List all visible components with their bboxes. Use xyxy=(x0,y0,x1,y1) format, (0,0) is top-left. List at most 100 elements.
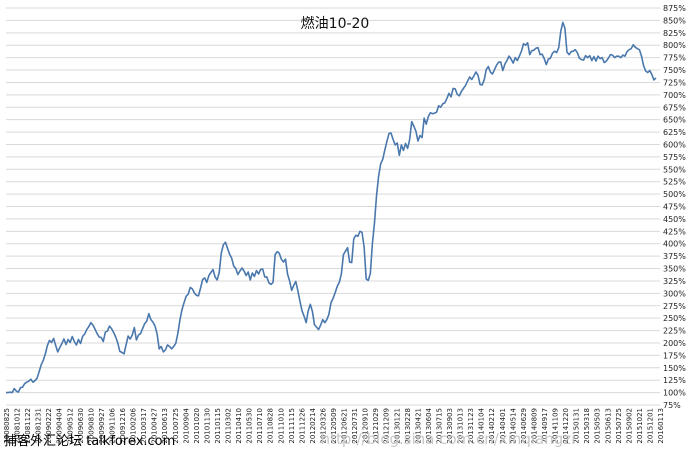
x-tick-label: 20100317 xyxy=(140,408,148,444)
y-tick-label: 350% xyxy=(663,265,686,274)
x-tick-label: 20151201 xyxy=(646,408,654,444)
x-tick-label: 20111115 xyxy=(288,408,296,444)
x-tick-label: 20150613 xyxy=(604,408,612,444)
y-tick-label: 150% xyxy=(663,364,686,373)
y-tick-label: 375% xyxy=(663,252,686,261)
x-tick-label: 20090630 xyxy=(77,408,85,444)
y-tick-label: 850% xyxy=(663,16,686,25)
y-tick-label: 200% xyxy=(663,339,686,348)
x-tick-label: 20150902 xyxy=(625,408,633,444)
x-tick-label: 20140212 xyxy=(488,408,496,444)
y-tick-label: 550% xyxy=(663,165,686,174)
x-tick-label: 20150131 xyxy=(573,408,581,444)
x-tick-label: 20131013 xyxy=(457,408,465,444)
x-tick-label: 20090222 xyxy=(45,408,53,444)
x-tick-label: 20090927 xyxy=(98,408,106,444)
y-tick-label: 475% xyxy=(663,203,686,212)
chart-title: 燃油10-20 xyxy=(301,15,370,32)
x-tick-label: 20140401 xyxy=(499,408,507,444)
x-tick-label: 20120214 xyxy=(309,407,317,443)
x-tick-label: 20150725 xyxy=(615,408,623,444)
x-tick-label: 20130121 xyxy=(393,408,401,444)
y-tick-label: 575% xyxy=(663,153,686,162)
x-tick-label: 20101130 xyxy=(203,408,211,444)
y-tick-label: 625% xyxy=(663,128,686,137)
x-tick-label: 20100904 xyxy=(182,407,190,443)
x-tick-label: 20101020 xyxy=(193,408,201,444)
x-tick-label: 20150318 xyxy=(583,408,591,444)
x-tick-label: 20130903 xyxy=(446,408,454,444)
watermark-right: http://blog.sina.com.cn/xinqiangzi xyxy=(321,430,576,448)
y-tick-label: 400% xyxy=(663,240,686,249)
x-tick-label: 20131123 xyxy=(467,408,475,444)
y-tick-label: 525% xyxy=(663,178,686,187)
y-tick-label: 725% xyxy=(663,78,686,87)
x-tick-label: 20091106 xyxy=(108,407,116,443)
x-tick-label: 20140629 xyxy=(520,408,528,444)
x-tick-label: 20110828 xyxy=(267,408,275,444)
x-tick-label: 20120621 xyxy=(341,408,349,444)
x-axis-ticks: 20080825 20081012 20081122 20081231 20090222… xyxy=(3,407,665,443)
x-tick-label: 20090810 xyxy=(87,408,95,444)
x-tick-label: 20140917 xyxy=(541,408,549,444)
y-tick-label: 275% xyxy=(663,302,686,311)
y-tick-label: 175% xyxy=(663,351,686,360)
x-tick-label: 20090404 xyxy=(56,407,64,443)
x-tick-label: 20091216 xyxy=(119,407,127,443)
x-tick-label: 20140104 xyxy=(478,407,486,443)
x-tick-label: 20160113 xyxy=(657,408,665,444)
series-line-0 xyxy=(6,21,657,394)
x-tick-label: 20100725 xyxy=(172,408,180,444)
x-tick-label: 20081012 xyxy=(14,408,22,444)
y-tick-label: 800% xyxy=(663,41,686,50)
x-tick-label: 20110710 xyxy=(256,408,264,444)
y-tick-label: 650% xyxy=(663,116,686,125)
x-tick-label: 20140809 xyxy=(530,408,538,444)
x-tick-label: 20100206 xyxy=(130,407,138,443)
x-tick-label: 20100613 xyxy=(161,408,169,444)
x-tick-label: 20110530 xyxy=(246,408,254,444)
y-tick-label: 450% xyxy=(663,215,686,224)
y-tick-label: 675% xyxy=(663,103,686,112)
y-tick-label: 700% xyxy=(663,91,686,100)
x-tick-label: 20090512 xyxy=(66,408,74,444)
x-tick-label: 20110302 xyxy=(225,408,233,444)
x-tick-label: 20080825 xyxy=(3,408,11,444)
x-tick-label: 20121029 xyxy=(372,408,380,444)
gridlines xyxy=(6,7,660,406)
x-tick-label: 20110115 xyxy=(214,408,222,444)
y-tick-label: 600% xyxy=(663,140,686,149)
x-tick-label: 20150503 xyxy=(594,408,602,444)
x-tick-label: 20130604 xyxy=(425,407,433,443)
y-tick-label: 250% xyxy=(663,314,686,323)
x-tick-label: 20120731 xyxy=(351,408,359,444)
y-tick-label: 750% xyxy=(663,66,686,75)
y-tick-label: 125% xyxy=(663,376,686,385)
y-tick-label: 325% xyxy=(663,277,686,286)
series-layer xyxy=(6,21,657,394)
x-tick-label: 20100427 xyxy=(151,408,159,444)
y-tick-label: 300% xyxy=(663,289,686,298)
x-tick-label: 20111226 xyxy=(298,407,306,443)
y-tick-label: 500% xyxy=(663,190,686,199)
y-tick-label: 875% xyxy=(663,4,686,13)
y-tick-label: 425% xyxy=(663,227,686,236)
x-tick-label: 20130715 xyxy=(435,408,443,444)
x-tick-label: 20120910 xyxy=(362,408,370,444)
y-tick-label: 75% xyxy=(663,401,681,410)
watermark-left: 捕客外汇论坛 talkforex.com xyxy=(4,433,175,449)
x-tick-label: 20141109 xyxy=(552,408,560,444)
x-tick-label: 20120326 xyxy=(319,407,327,443)
x-tick-label: 20151021 xyxy=(636,408,644,444)
x-tick-label: 20081122 xyxy=(24,408,32,444)
x-tick-label: 20110410 xyxy=(235,408,243,444)
x-tick-label: 20130228 xyxy=(404,408,412,444)
y-tick-label: 100% xyxy=(663,389,686,398)
x-tick-label: 20140514 xyxy=(509,407,517,443)
y-tick-label: 825% xyxy=(663,29,686,38)
x-tick-label: 20130421 xyxy=(414,408,422,444)
x-tick-label: 20121209 xyxy=(383,408,391,444)
x-tick-label: 20120509 xyxy=(330,408,338,444)
x-tick-label: 20111010 xyxy=(277,408,285,444)
